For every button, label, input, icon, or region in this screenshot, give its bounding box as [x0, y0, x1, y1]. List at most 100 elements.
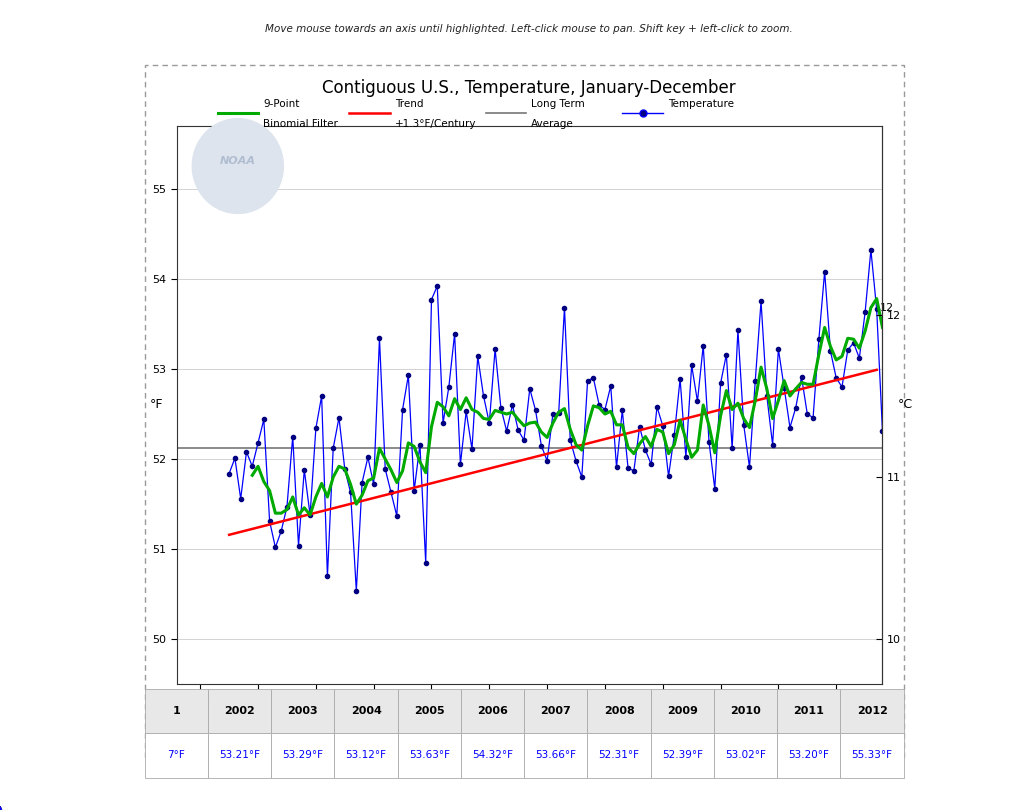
Point — [239, 446, 255, 458]
Point — [844, 336, 860, 349]
Point — [331, 411, 347, 424]
Point — [498, 424, 515, 437]
Point — [677, 451, 694, 464]
Point — [284, 430, 300, 443]
Text: Temperature: Temperature — [667, 99, 733, 109]
Text: 7°F: 7°F — [167, 750, 185, 761]
Circle shape — [192, 118, 283, 213]
Text: 2003: 2003 — [287, 706, 317, 716]
Point — [701, 436, 717, 449]
Text: 2002: 2002 — [224, 706, 255, 716]
Point — [816, 265, 832, 278]
Point — [405, 484, 422, 497]
Text: 54.32°F: 54.32°F — [471, 750, 513, 761]
Point — [220, 467, 237, 480]
Point — [579, 374, 595, 387]
Point — [423, 293, 439, 306]
Point — [793, 371, 809, 384]
Text: Binomial Filter: Binomial Filter — [263, 119, 338, 129]
Text: Average: Average — [531, 119, 573, 129]
Point — [527, 404, 543, 417]
Point — [342, 486, 358, 499]
Point — [435, 416, 451, 429]
Point — [382, 486, 398, 499]
Point — [486, 343, 502, 356]
Point — [584, 372, 601, 385]
Point — [880, 417, 896, 430]
Point — [839, 343, 855, 356]
Point — [400, 369, 417, 382]
Point — [539, 454, 555, 467]
Point — [463, 443, 479, 456]
Point — [250, 437, 266, 450]
Text: 55.33°F: 55.33°F — [850, 750, 892, 761]
Point — [226, 452, 243, 465]
Text: 53.66°F: 53.66°F — [535, 750, 576, 761]
Text: 52.39°F: 52.39°F — [661, 750, 703, 761]
Point — [365, 478, 381, 491]
Point — [804, 411, 820, 424]
Text: Contiguous U.S., Temperature, January-December: Contiguous U.S., Temperature, January-De… — [323, 79, 735, 97]
Point — [885, 360, 901, 373]
Point — [723, 441, 739, 454]
Text: 12: 12 — [879, 303, 893, 313]
Text: 2008: 2008 — [604, 706, 634, 716]
Point — [752, 295, 768, 308]
Point — [377, 463, 393, 475]
Text: 2010: 2010 — [730, 706, 760, 716]
Point — [233, 492, 249, 505]
Point — [642, 458, 658, 471]
Text: NOAA: NOAA — [219, 156, 256, 166]
Point — [746, 374, 762, 387]
Text: °F: °F — [150, 399, 164, 411]
Point — [763, 438, 779, 451]
Point — [261, 515, 277, 528]
Text: 53.12°F: 53.12°F — [345, 750, 386, 761]
Point — [567, 454, 583, 467]
Point — [348, 584, 364, 597]
Point — [510, 424, 526, 437]
Point — [319, 569, 336, 582]
Point — [469, 350, 485, 363]
Point — [521, 382, 537, 395]
Point — [429, 279, 445, 292]
Text: 2005: 2005 — [413, 706, 444, 716]
Point — [458, 405, 474, 418]
Point — [874, 424, 890, 437]
Text: 2009: 2009 — [666, 706, 698, 716]
Point — [665, 428, 681, 441]
Point — [573, 471, 589, 484]
Text: Trend: Trend — [394, 99, 423, 109]
Point — [787, 401, 803, 414]
Point — [654, 420, 670, 433]
Point — [388, 509, 404, 522]
Text: 2004: 2004 — [350, 706, 381, 716]
Point — [620, 462, 636, 475]
Point — [301, 509, 317, 522]
Text: 53.29°F: 53.29°F — [282, 750, 324, 761]
Text: +1.3°F/Century: +1.3°F/Century — [394, 119, 476, 129]
Point — [856, 305, 872, 318]
Text: 53.02°F: 53.02°F — [725, 750, 765, 761]
Text: 2012: 2012 — [855, 706, 887, 716]
Point — [625, 464, 641, 477]
Point — [267, 541, 283, 554]
Point — [631, 420, 647, 433]
Point — [325, 441, 341, 454]
Point — [688, 395, 705, 408]
Point — [833, 381, 849, 394]
Point — [741, 461, 757, 474]
Point — [596, 403, 613, 416]
Point — [550, 407, 566, 420]
Point — [867, 303, 884, 316]
Text: 2006: 2006 — [476, 706, 508, 716]
Point — [897, 152, 913, 165]
Point — [452, 458, 468, 471]
Point — [290, 539, 306, 552]
Point — [891, 344, 907, 357]
Point — [244, 460, 260, 473]
Point — [313, 390, 330, 403]
Point — [441, 381, 457, 394]
Text: 53.21°F: 53.21°F — [218, 750, 260, 761]
Point — [810, 333, 826, 346]
